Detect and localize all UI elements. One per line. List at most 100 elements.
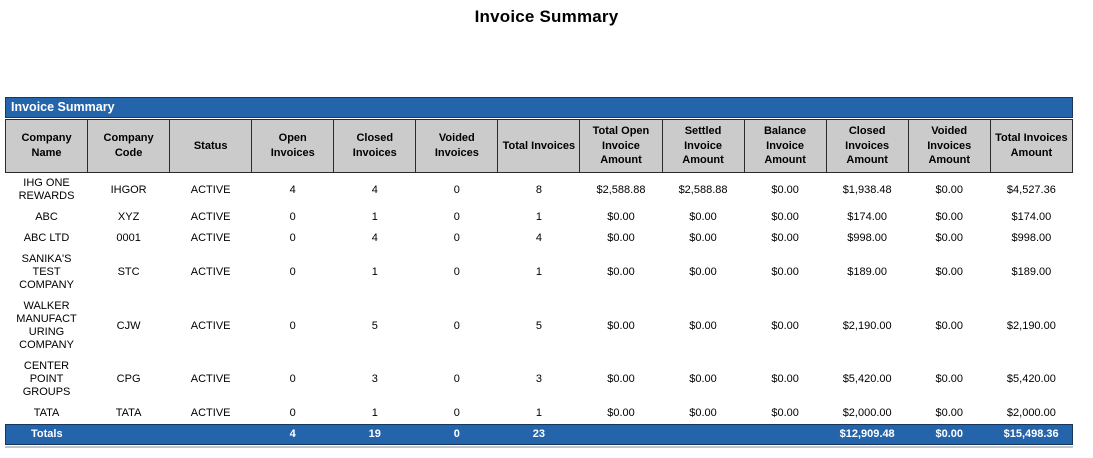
table-cell: $174.00 bbox=[826, 207, 909, 228]
invoice-summary-table: Company Name Company Code Status Open In… bbox=[4, 119, 1074, 445]
company-name-cell: ABC bbox=[5, 207, 88, 228]
table-cell: 1 bbox=[333, 207, 416, 228]
table-cell: $0.00 bbox=[579, 249, 662, 296]
table-cell: 0 bbox=[415, 356, 498, 403]
table-cell: 0 bbox=[415, 228, 498, 249]
table-cell: 0 bbox=[415, 207, 498, 228]
table-cell: $998.00 bbox=[990, 228, 1073, 249]
table-cell: $0.00 bbox=[579, 207, 662, 228]
table-header: Company Name Company Code Status Open In… bbox=[4, 119, 1074, 173]
table-cell: $2,190.00 bbox=[990, 296, 1073, 356]
totals-cell: 19 bbox=[333, 424, 416, 445]
table-cell: 4 bbox=[497, 228, 580, 249]
totals-cell: 23 bbox=[497, 424, 580, 445]
table-cell: $0.00 bbox=[662, 296, 745, 356]
totals-cell: 4 bbox=[251, 424, 334, 445]
table-cell: ACTIVE bbox=[169, 296, 252, 356]
table-cell: 0001 bbox=[87, 228, 170, 249]
table-cell: CPG bbox=[87, 356, 170, 403]
company-name-cell: SANIKA'S TEST COMPANY bbox=[5, 249, 88, 296]
table-cell: 0 bbox=[251, 207, 334, 228]
table-cell: $0.00 bbox=[908, 249, 991, 296]
company-name-cell: CENTER POINT GROUPS bbox=[5, 356, 88, 403]
table-cell: 1 bbox=[497, 207, 580, 228]
table-cell: $189.00 bbox=[990, 249, 1073, 296]
table-cell: $2,588.88 bbox=[662, 172, 745, 207]
totals-cell bbox=[662, 424, 745, 445]
table-row: WALKER MANUFACTURING COMPANY CJW ACTIVE 0 5 0… bbox=[5, 296, 1073, 356]
table-cell: $0.00 bbox=[744, 249, 827, 296]
table-cell: $0.00 bbox=[744, 403, 827, 425]
column-header-open-invoices: Open Invoices bbox=[251, 119, 335, 173]
table-cell: $0.00 bbox=[579, 228, 662, 249]
column-header-total-invoices-amount: Total Invoices Amount bbox=[989, 119, 1074, 173]
table-cell: $5,420.00 bbox=[826, 356, 909, 403]
table-cell: $0.00 bbox=[662, 403, 745, 425]
page-title: Invoice Summary bbox=[474, 7, 619, 26]
table-bottom-rule bbox=[5, 446, 1073, 448]
table-cell: 0 bbox=[251, 228, 334, 249]
column-header-settled-invoice-amount: Settled Invoice Amount bbox=[661, 119, 745, 173]
header-row: Company Name Company Code Status Open In… bbox=[4, 119, 1074, 173]
table-cell: $0.00 bbox=[579, 296, 662, 356]
column-header-voided-invoices: Voided Invoices bbox=[415, 119, 499, 173]
table-row: TATA TATA ACTIVE 0 1 0 1 $0.00 $0.00 $0.00 $2,000.… bbox=[5, 403, 1073, 425]
table-cell: $0.00 bbox=[908, 207, 991, 228]
table-cell: 3 bbox=[497, 356, 580, 403]
table-row: CENTER POINT GROUPS CPG ACTIVE 0 3 0 3 $0.00 $0.… bbox=[5, 356, 1073, 403]
table-cell: $4,527.36 bbox=[990, 172, 1073, 207]
column-header-company-name: Company Name bbox=[4, 119, 89, 173]
table-cell: $5,420.00 bbox=[990, 356, 1073, 403]
totals-cell: $0.00 bbox=[908, 424, 991, 445]
totals-label: Totals bbox=[4, 424, 88, 445]
column-header-status: Status bbox=[169, 119, 253, 173]
totals-cell bbox=[169, 424, 252, 445]
table-cell: $0.00 bbox=[908, 296, 991, 356]
table-cell: $0.00 bbox=[908, 403, 991, 425]
table-cell: 5 bbox=[497, 296, 580, 356]
table-cell: 1 bbox=[497, 403, 580, 425]
table-caption-bar: Invoice Summary bbox=[5, 97, 1073, 118]
table-row: SANIKA'S TEST COMPANY STC ACTIVE 0 1 0 1 $0.00 $… bbox=[5, 249, 1073, 296]
table-cell: $1,938.48 bbox=[826, 172, 909, 207]
totals-cell: 0 bbox=[415, 424, 498, 445]
table-cell: $0.00 bbox=[744, 207, 827, 228]
table-cell: ACTIVE bbox=[169, 403, 252, 425]
column-header-balance-invoice-amount: Balance Invoice Amount bbox=[743, 119, 827, 173]
table-cell: XYZ bbox=[87, 207, 170, 228]
totals-cell: $15,498.36 bbox=[990, 424, 1074, 445]
table-cell: $0.00 bbox=[662, 207, 745, 228]
table-cell: IHGOR bbox=[87, 172, 170, 207]
table-cell: $189.00 bbox=[826, 249, 909, 296]
table-cell: 4 bbox=[251, 172, 334, 207]
table-cell: ACTIVE bbox=[169, 356, 252, 403]
table-cell: TATA bbox=[87, 403, 170, 425]
totals-cell bbox=[87, 424, 170, 445]
company-name-cell: TATA bbox=[5, 403, 88, 425]
table-cell: $0.00 bbox=[662, 356, 745, 403]
table-cell: $0.00 bbox=[579, 403, 662, 425]
table-cell: $2,190.00 bbox=[826, 296, 909, 356]
table-cell: $0.00 bbox=[908, 228, 991, 249]
table-cell: $2,000.00 bbox=[990, 403, 1073, 425]
table-footer: Totals 4 19 0 23 $12,909.48 $0.00 $15,49… bbox=[4, 424, 1074, 445]
table-cell: ACTIVE bbox=[169, 249, 252, 296]
table-cell: $0.00 bbox=[744, 172, 827, 207]
totals-row: Totals 4 19 0 23 $12,909.48 $0.00 $15,49… bbox=[4, 424, 1074, 445]
table-cell: $0.00 bbox=[744, 296, 827, 356]
table-cell: 0 bbox=[251, 249, 334, 296]
table-cell: 0 bbox=[415, 172, 498, 207]
table-cell: $0.00 bbox=[662, 228, 745, 249]
column-header-voided-invoices-amount: Voided Invoices Amount bbox=[907, 119, 991, 173]
table-cell: $2,000.00 bbox=[826, 403, 909, 425]
column-header-closed-invoices: Closed Invoices bbox=[333, 119, 417, 173]
totals-cell bbox=[579, 424, 662, 445]
table-cell: $0.00 bbox=[662, 249, 745, 296]
table-body: IHG ONE REWARDS IHGOR ACTIVE 4 4 0 8 $2,588.88 $… bbox=[5, 172, 1073, 425]
company-name-cell: WALKER MANUFACTURING COMPANY bbox=[5, 296, 88, 356]
table-cell: 0 bbox=[251, 356, 334, 403]
company-name-cell: ABC LTD bbox=[5, 228, 88, 249]
table-cell: 1 bbox=[333, 249, 416, 296]
table-cell: 5 bbox=[333, 296, 416, 356]
column-header-total-open-invoice-amount: Total Open Invoice Amount bbox=[579, 119, 663, 173]
